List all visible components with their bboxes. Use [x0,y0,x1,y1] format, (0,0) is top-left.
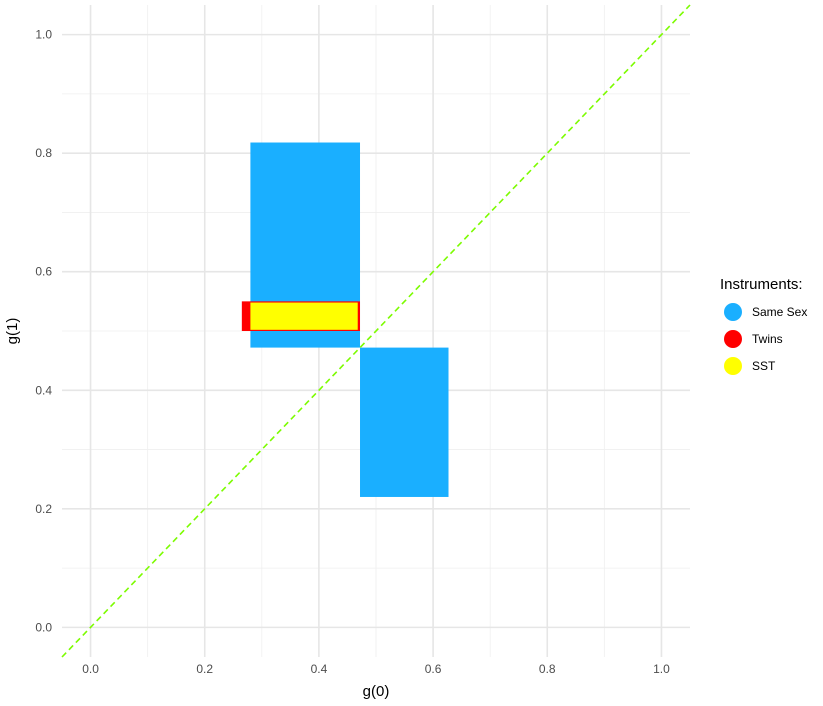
y-tick-label: 1.0 [35,28,52,42]
y-tick-label: 0.4 [35,383,52,397]
legend-label-twins: Twins [752,332,783,346]
x-tick-label: 0.8 [539,662,556,676]
x-axis-title: g(0) [363,683,390,700]
legend-title: Instruments: [720,276,803,293]
x-tick-labels: 0.0 0.2 0.4 0.6 0.8 1.0 [82,662,670,676]
same-sex-rect [360,348,448,497]
y-axis-title: g(1) [4,318,21,345]
legend-key-sst [724,357,742,375]
y-tick-label: 0.8 [35,146,52,160]
y-tick-label: 0.2 [35,502,52,516]
y-tick-label: 0.6 [35,265,52,279]
legend-key-same-sex [724,303,742,321]
legend-label-same-sex: Same Sex [752,305,807,319]
legend: Instruments: Same Sex Twins SST [720,276,807,375]
y-tick-labels: 0.0 0.2 0.4 0.6 0.8 1.0 [35,28,52,635]
legend-key-twins [724,330,742,348]
sst-rect [250,303,357,330]
x-tick-label: 0.6 [425,662,442,676]
legend-label-sst: SST [752,359,776,373]
x-tick-label: 0.2 [196,662,213,676]
x-tick-label: 1.0 [653,662,670,676]
data-layer [242,143,449,497]
x-tick-label: 0.0 [82,662,99,676]
x-tick-label: 0.4 [311,662,328,676]
y-tick-label: 0.0 [35,620,52,634]
